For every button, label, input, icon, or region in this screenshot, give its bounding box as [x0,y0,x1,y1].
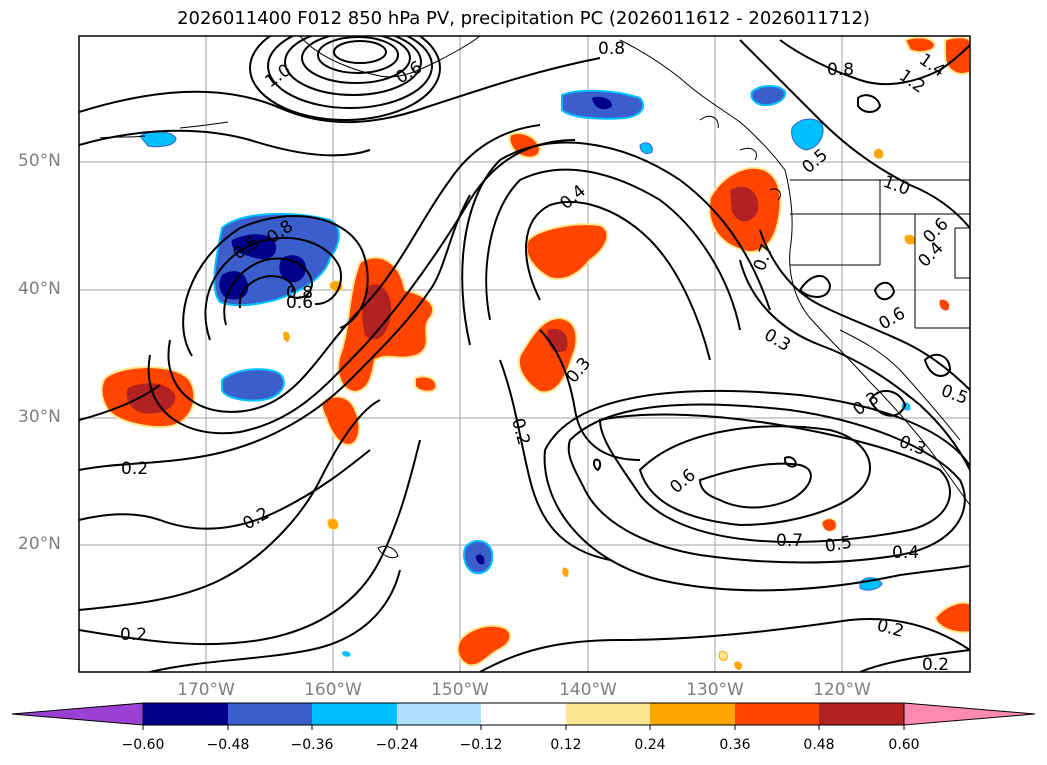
lon-label-140w: 140°W [559,680,617,700]
contour-label: 0.6 [286,293,313,313]
contour-label: 0.2 [922,655,949,675]
precip-negative-areas [139,85,911,657]
colorbar-bin [143,703,228,725]
lon-label-130w: 130°W [686,680,744,700]
colorbar-bin [566,703,650,725]
colorbar-tick-label: 0.36 [719,737,751,753]
contour-label: 0.8 [827,60,854,80]
lon-label-150w: 150°W [431,680,489,700]
contour-label: 0.5 [823,533,853,557]
colorbar-extend-high [903,702,1036,726]
lon-label-120w: 120°W [813,680,871,700]
lat-label-30n: 30°N [18,407,61,427]
contour-label: 0.2 [120,625,147,645]
colorbar-tick-label: −0.60 [121,737,165,753]
colorbar-tick-label: 0.12 [550,737,582,753]
colorbar-tick-label: −0.48 [206,737,250,753]
contour-label: 0.7 [776,531,803,551]
precip-positive-areas [100,36,970,670]
colorbar-tick-label: −0.36 [290,737,334,753]
colorbar-tick-label: −0.12 [459,737,503,753]
lat-label-20n: 20°N [18,534,61,554]
lat-label-50n: 50°N [18,151,61,171]
colorbar-tick-label: −0.24 [375,737,419,753]
contour-label: 0.8 [598,39,625,59]
map-title: 2026011400 F012 850 hPa PV, precipitatio… [177,8,870,29]
colorbar [11,702,1036,730]
colorbar-bin [312,703,397,725]
colorbar-bin [819,703,904,725]
colorbar-bin [650,703,735,725]
colorbar-extend-low [11,702,144,726]
pv-contours [79,36,970,672]
colorbar-tick-label: 0.48 [803,737,835,753]
colorbar-tick-label: 0.60 [888,737,920,753]
map-frame [78,35,971,673]
colorbar-bin [481,703,566,725]
lon-label-170w: 170°W [177,680,235,700]
lon-label-160w: 160°W [304,680,362,700]
contour-label: 0.4 [892,543,919,563]
lat-label-40n: 40°N [18,279,61,299]
graticule [79,36,970,672]
colorbar-bin [397,703,481,725]
contour-label: 0.8 [286,283,313,303]
colorbar-bin [735,703,819,725]
contour-label: 0.2 [121,459,148,479]
coastlines [99,36,970,559]
colorbar-bin [228,703,312,725]
colorbar-tick-label: 0.24 [634,737,666,753]
